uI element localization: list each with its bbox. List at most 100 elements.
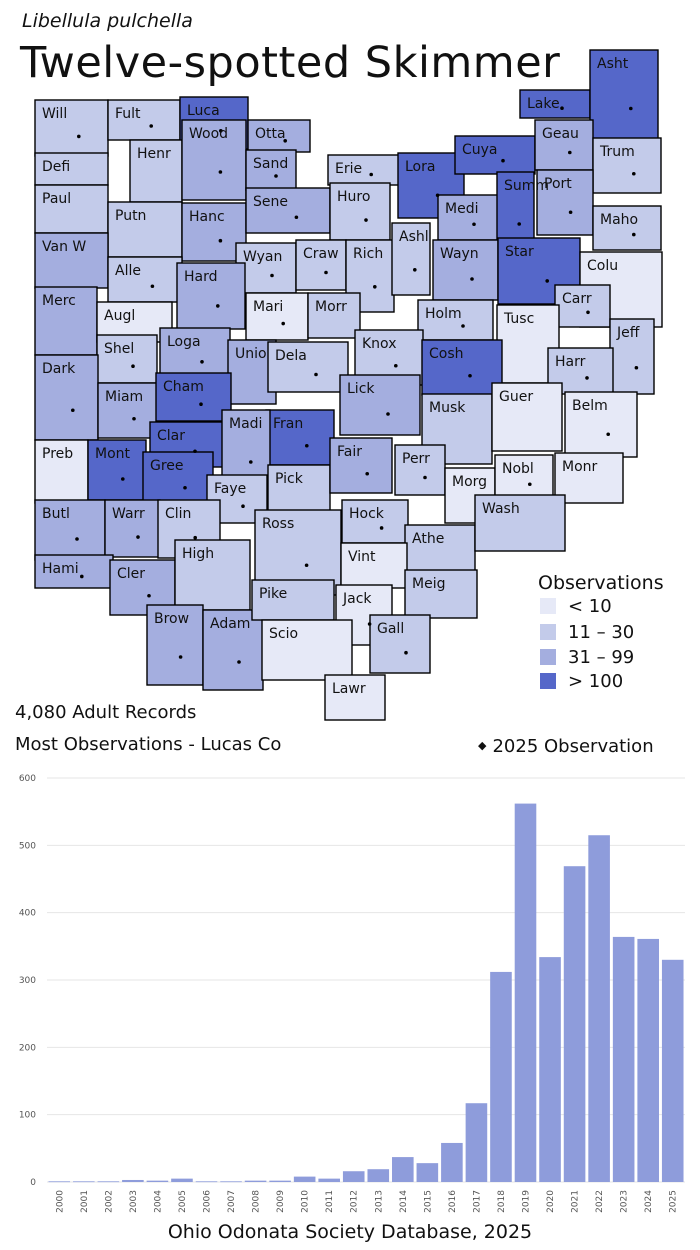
bar-2015: [416, 1163, 439, 1182]
bar-2020: [539, 957, 561, 1182]
bar-2007: [220, 1181, 242, 1183]
county-guer: [491, 382, 563, 452]
county-miam: [97, 382, 159, 439]
county-cosh: [421, 339, 503, 396]
county-morr: [307, 292, 361, 339]
county-label: Nobl: [502, 461, 534, 477]
county-label: Adam: [210, 616, 250, 632]
bar-2014: [392, 1157, 414, 1182]
x-tick-label: 2017: [472, 1190, 482, 1213]
county-label: Defi: [42, 159, 70, 175]
county-label: Luca: [187, 103, 220, 119]
ohio-county-map: Will Fult Luca Otta Lake Asht Defi Henr Wood Sand…: [34, 49, 663, 721]
county-label: Jeff: [616, 325, 640, 341]
county-dela: [267, 341, 349, 393]
county-label: Brow: [154, 611, 189, 627]
county-label: Hard: [184, 269, 218, 285]
legend-swatch: [540, 673, 556, 689]
bar-2024: [637, 938, 659, 1182]
county-trum: [592, 137, 662, 194]
county-label: Unio: [235, 346, 267, 362]
county-label: Perr: [402, 451, 430, 467]
bar-2011: [318, 1178, 340, 1182]
county-label: Port: [544, 176, 572, 192]
county-label: Cuya: [462, 142, 498, 158]
county-holm: [417, 299, 494, 341]
y-tick-label: 400: [19, 909, 36, 919]
observation-2025-label: 2025 Observation: [492, 736, 654, 757]
x-tick-label: 2016: [448, 1190, 458, 1213]
observation-dot: [586, 310, 590, 315]
county-lawr: [324, 674, 386, 721]
county-defi: [34, 152, 109, 186]
observation-dot: [294, 215, 299, 220]
observation-dot: [75, 537, 79, 541]
legend-item-lt10: < 10: [540, 596, 612, 617]
county-perr: [394, 444, 446, 496]
observation-dot: [200, 360, 204, 364]
x-tick-label: 2005: [178, 1190, 188, 1213]
county-labels: Will Fult Luca Otta Lake Asht Defi Henr Wood Sand…: [42, 56, 640, 697]
observation-dot: [470, 277, 474, 281]
county-label: Augl: [104, 308, 135, 324]
county-pike: [251, 579, 335, 621]
x-tick-label: 2003: [129, 1190, 139, 1213]
county-label: Craw: [303, 246, 339, 262]
county-label: Ashl: [399, 229, 429, 245]
observation-dot: [367, 622, 372, 626]
county-label: Will: [42, 106, 67, 122]
observation-dot: [404, 650, 408, 655]
county-label: Clar: [157, 428, 185, 444]
observation-dot: [634, 365, 639, 370]
county-label: Faye: [214, 481, 246, 497]
county-label: Summ: [504, 178, 549, 194]
observation-dot: [585, 376, 589, 380]
county-label: Knox: [362, 336, 396, 352]
observation-dot: [199, 402, 203, 407]
county-label: Sene: [253, 194, 288, 210]
observation-dot: [369, 172, 374, 177]
county-shapes: [34, 49, 663, 721]
county-jeff: [609, 318, 655, 395]
observation-dot: [216, 304, 220, 308]
observation-dot: [528, 482, 532, 487]
county-sene: [245, 187, 331, 234]
bar-2009: [269, 1180, 291, 1182]
x-tick-label: 2015: [423, 1190, 433, 1213]
county-label: Wayn: [440, 246, 479, 262]
observation-dot: [150, 284, 155, 289]
observation-dot: [304, 563, 309, 568]
county-label: Wyan: [243, 249, 282, 265]
county-adam: [202, 609, 264, 691]
county-label: Cham: [163, 379, 204, 395]
county-scio: [261, 619, 353, 681]
bar-2001: [73, 1181, 95, 1183]
bar-2022: [588, 835, 610, 1182]
bar-2018: [490, 971, 512, 1182]
x-tick-label: 2012: [350, 1190, 360, 1213]
x-tick-label: 2013: [374, 1190, 384, 1213]
county-gall: [369, 614, 431, 674]
county-geau: [534, 119, 594, 171]
bar-2004: [146, 1180, 169, 1182]
county-label: Madi: [229, 416, 262, 432]
county-label: Morg: [452, 474, 487, 490]
county-label: Wash: [482, 501, 520, 517]
legend-title: Observations: [538, 572, 664, 594]
observation-2025-key: ◆ 2025 Observation: [478, 736, 654, 757]
observation-dot: [77, 134, 81, 139]
y-tick-label: 0: [30, 1178, 36, 1188]
county-label: Fran: [273, 416, 303, 432]
bar-2013: [367, 1169, 390, 1182]
observation-dot: [629, 106, 633, 111]
county-will: [34, 99, 109, 157]
observation-dot: [71, 408, 75, 413]
county-label: Gree: [150, 458, 184, 474]
observation-dot: [132, 416, 136, 421]
bar-2002: [97, 1181, 120, 1183]
county-label: Tusc: [503, 311, 534, 327]
observation-dot: [249, 460, 253, 464]
y-tick-label: 600: [19, 774, 36, 784]
observation-dot: [218, 238, 223, 243]
county-label: Fair: [337, 444, 362, 460]
